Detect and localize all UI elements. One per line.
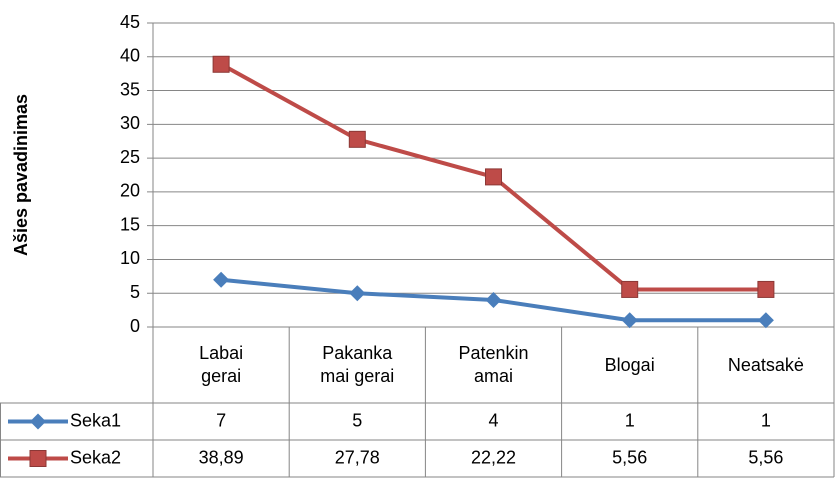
marker bbox=[212, 55, 230, 73]
marker bbox=[621, 312, 638, 329]
marker bbox=[485, 291, 502, 308]
x-tick-label: Blogai bbox=[604, 354, 655, 375]
x-tick-label: Neatsakė bbox=[727, 354, 804, 375]
marker bbox=[757, 280, 775, 298]
table-value: 5,56 bbox=[612, 447, 647, 467]
table-value: 22,22 bbox=[471, 447, 516, 467]
y-axis-label: Ašies pavadinimas bbox=[11, 94, 31, 256]
marker bbox=[213, 271, 230, 288]
x-tick-label: Patenkinamai bbox=[458, 343, 529, 386]
table-value: 1 bbox=[761, 410, 771, 430]
y-tick-label: 25 bbox=[120, 147, 140, 167]
table-value: 27,78 bbox=[335, 447, 380, 467]
table-value: 4 bbox=[488, 410, 498, 430]
y-tick-label: 40 bbox=[120, 46, 140, 66]
x-tick-label: Pakankamai gerai bbox=[320, 343, 395, 386]
table-value: 5 bbox=[352, 410, 362, 430]
marker bbox=[757, 312, 774, 329]
table-value: 38,89 bbox=[199, 447, 244, 467]
marker bbox=[485, 168, 502, 186]
y-tick-label: 5 bbox=[130, 282, 140, 302]
y-tick-label: 45 bbox=[120, 12, 140, 32]
marker bbox=[30, 413, 46, 430]
table-value: 5,56 bbox=[748, 447, 783, 467]
y-tick-label: 0 bbox=[130, 316, 140, 336]
y-tick-label: 10 bbox=[120, 248, 140, 268]
legend-label: Seka2 bbox=[70, 447, 121, 467]
marker bbox=[349, 285, 366, 302]
marker bbox=[29, 450, 47, 467]
y-tick-label: 15 bbox=[120, 214, 140, 234]
table-value: 1 bbox=[625, 410, 635, 430]
marker bbox=[621, 280, 639, 298]
y-tick-label: 35 bbox=[120, 79, 140, 99]
y-tick-label: 20 bbox=[120, 181, 140, 201]
legend-label: Seka1 bbox=[70, 410, 121, 430]
y-tick-label: 30 bbox=[120, 113, 140, 133]
x-tick-label: Labai gerai bbox=[199, 343, 244, 386]
marker bbox=[348, 130, 366, 148]
table-value: 7 bbox=[216, 410, 226, 430]
